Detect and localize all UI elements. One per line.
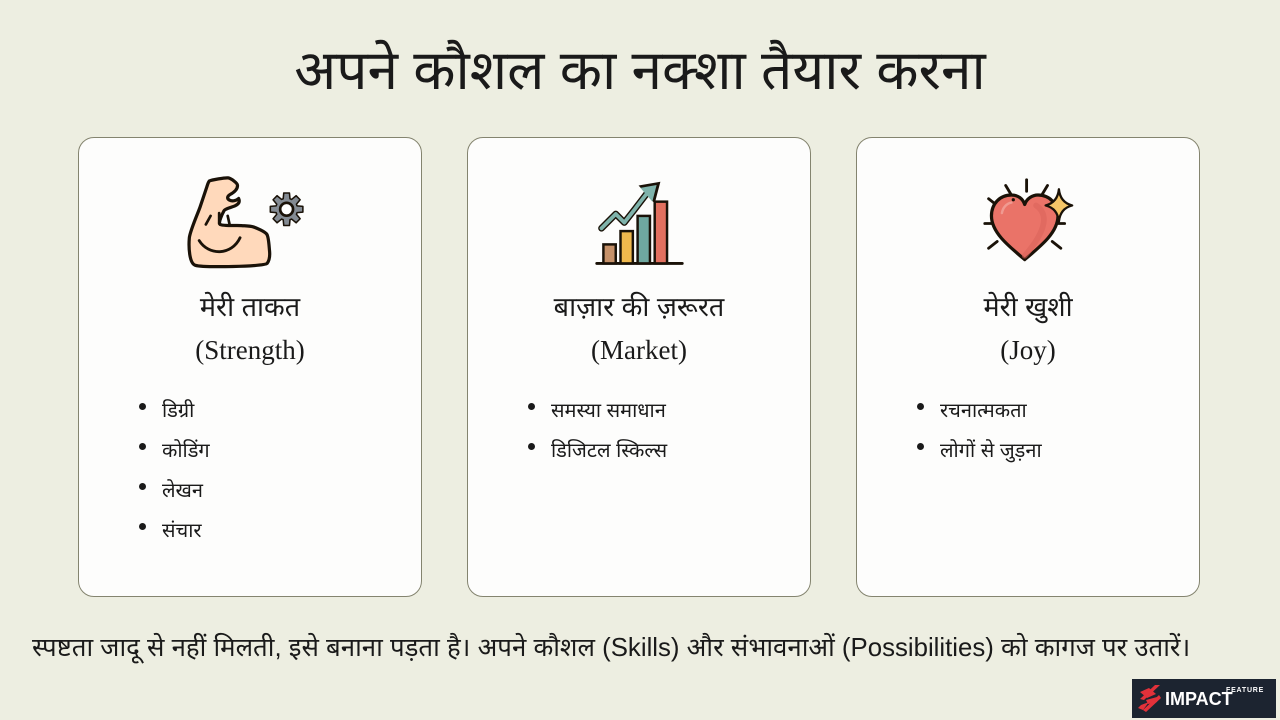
svg-text:FEATURE: FEATURE bbox=[1226, 687, 1264, 694]
svg-text:IMPACT: IMPACT bbox=[1165, 689, 1233, 709]
